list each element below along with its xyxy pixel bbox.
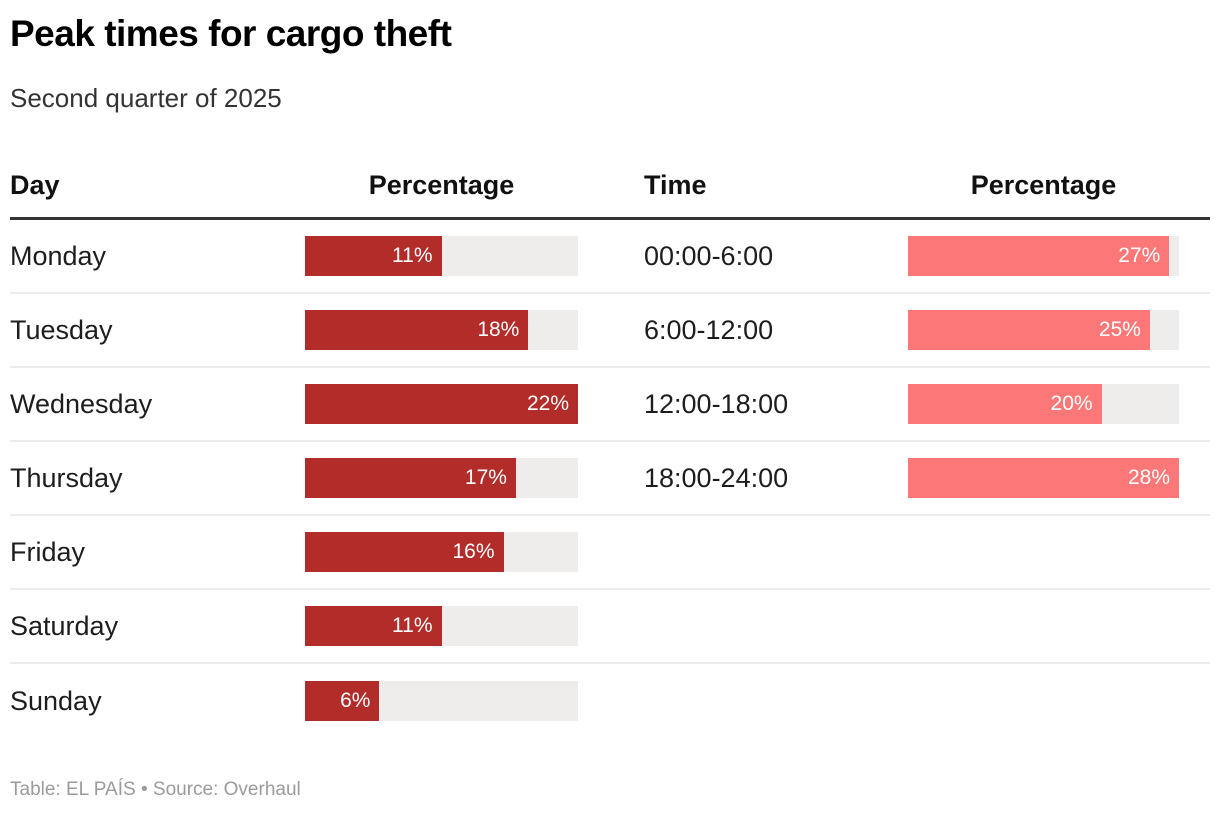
time-bar: 28%	[908, 458, 1179, 498]
time-label: 00:00-6:00	[644, 240, 774, 271]
time-bar-track: 27%	[908, 236, 1179, 276]
day-bar: 6%	[305, 681, 380, 721]
day-label: Monday	[10, 240, 107, 271]
table-header-row: Day Percentage Time Percentage	[10, 156, 1210, 220]
column-header-day-percentage: Percentage	[368, 170, 515, 200]
bar-value-label: 18%	[477, 318, 520, 341]
bar-value-label: 6%	[340, 689, 371, 712]
table-row: Monday 11% 00:00-6:00 27%	[10, 220, 1210, 294]
bar-value-label: 11%	[392, 614, 433, 637]
page-subtitle: Second quarter of 2025	[10, 83, 282, 113]
day-bar-track: 6%	[305, 681, 578, 721]
day-bar-track: 11%	[305, 236, 578, 276]
day-label: Sunday	[10, 685, 102, 716]
day-bar: 11%	[305, 606, 442, 646]
bar-value-label: 25%	[1098, 318, 1141, 341]
day-bar-track: 11%	[305, 606, 578, 646]
day-bar-track: 22%	[305, 384, 578, 424]
time-bar: 20%	[908, 384, 1102, 424]
column-header-day: Day	[10, 170, 60, 200]
bar-value-label: 11%	[392, 244, 433, 267]
day-label: Tuesday	[10, 314, 113, 345]
bar-value-label: 28%	[1127, 466, 1170, 489]
day-label: Thursday	[10, 462, 123, 493]
time-label: 6:00-12:00	[644, 314, 774, 345]
bar-value-label: 22%	[526, 392, 569, 415]
column-header-time: Time	[644, 170, 707, 200]
table-row: Tuesday 18% 6:00-12:00 25%	[10, 294, 1210, 368]
table-row: Friday 16%	[10, 516, 1210, 590]
page-title: Peak times for cargo theft	[10, 13, 452, 54]
time-bar-track: 25%	[908, 310, 1179, 350]
table-row: Saturday 11%	[10, 590, 1210, 664]
time-bar-track: 20%	[908, 384, 1179, 424]
day-bar-track: 18%	[305, 310, 578, 350]
time-label: 12:00-18:00	[644, 388, 789, 419]
day-bar-track: 17%	[305, 458, 578, 498]
column-header-time-percentage: Percentage	[970, 170, 1117, 200]
day-label: Wednesday	[10, 388, 153, 419]
bar-value-label: 27%	[1118, 244, 1161, 267]
day-bar: 22%	[305, 384, 578, 424]
table-row: Thursday 17% 18:00-24:00 28%	[10, 442, 1210, 516]
time-label: 18:00-24:00	[644, 462, 789, 493]
table-row: Sunday 6%	[10, 664, 1210, 738]
bar-value-label: 20%	[1050, 392, 1093, 415]
day-bar: 16%	[305, 532, 504, 572]
day-label: Saturday	[10, 610, 119, 641]
bar-value-label: 16%	[452, 540, 495, 563]
day-label: Friday	[10, 536, 86, 567]
day-bar: 17%	[305, 458, 516, 498]
bar-value-label: 17%	[464, 466, 507, 489]
time-bar-track: 28%	[908, 458, 1179, 498]
source-credit: Table: EL PAÍS • Source: Overhaul	[10, 779, 301, 800]
day-bar-track: 16%	[305, 532, 578, 572]
day-bar: 18%	[305, 310, 529, 350]
time-bar: 25%	[908, 310, 1150, 350]
table-row: Wednesday 22% 12:00-18:00 20%	[10, 368, 1210, 442]
time-bar: 27%	[908, 236, 1170, 276]
day-bar: 11%	[305, 236, 442, 276]
